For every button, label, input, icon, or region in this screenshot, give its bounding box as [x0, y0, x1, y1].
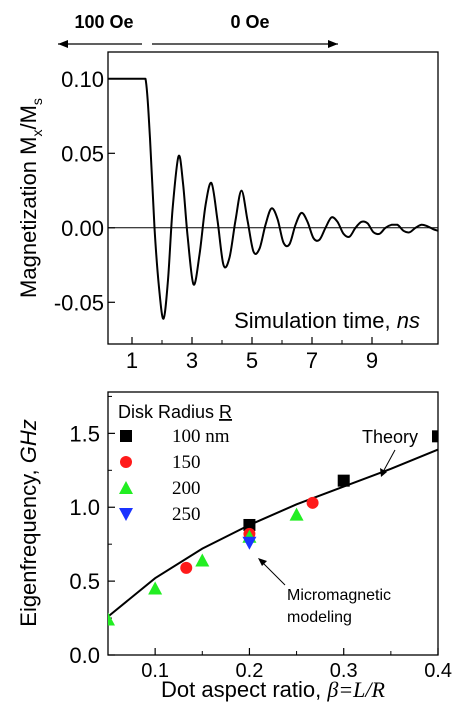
- x-tick-label-a-3: 7: [306, 348, 318, 373]
- data-point-triangle-down-0: [242, 536, 257, 550]
- y-tick-label-a-2: 0.00: [61, 216, 104, 241]
- y-tick-label-b-2: 1.0: [69, 495, 100, 520]
- field-label-right: 0 Oe: [230, 12, 269, 32]
- data-point-square-0: [243, 518, 256, 531]
- x-tick-label-a-1: 3: [186, 348, 198, 373]
- x-tick-label-a-2: 5: [246, 348, 258, 373]
- chart-magnetization: 100 Oe 0 Oe 0.10 0.05 0.00 -0.05 1 3 5 7 9 Simu…: [16, 12, 439, 373]
- x-tick-label-a-0: 1: [126, 348, 138, 373]
- modeling-label-line1: Micromagnetic: [287, 587, 391, 604]
- legend: Disk Radius R 100 nm 150 200 250: [118, 402, 232, 525]
- x-tick-label-a-4: 9: [366, 348, 378, 373]
- data-point-group: [108, 430, 438, 626]
- modeling-label-line2: modeling: [287, 609, 352, 626]
- field-label-left: 100 Oe: [74, 12, 133, 32]
- legend-label-0: 100 nm: [172, 426, 230, 447]
- x-axis-label-a: Simulation time, ns: [234, 308, 420, 333]
- y-tick-label-a-0: 0.10: [61, 67, 104, 92]
- y-tick-label-a-3: -0.05: [54, 290, 104, 315]
- legend-marker-1: [120, 456, 132, 468]
- field-annotation: 100 Oe 0 Oe: [58, 12, 338, 48]
- y-tick-label-b-1: 0.5: [69, 569, 100, 594]
- data-point-triangle-up-1: [148, 581, 163, 595]
- plot-frame-a: [107, 51, 439, 345]
- field-arrow-right-head: [328, 40, 338, 48]
- modeling-arrow-line: [261, 561, 286, 586]
- modeling-arrow-head: [258, 558, 267, 566]
- chart-eigenfrequency: 0.0 0.5 1.0 1.5 0.1 0.2 0.3 0.4 Theory Microma…: [16, 391, 452, 702]
- x-axis-label-b: Dot aspect ratio, β=L/R: [161, 677, 385, 702]
- legend-items: 100 nm 150 200 250: [119, 426, 230, 525]
- legend-marker-0: [120, 430, 132, 442]
- theory-label: Theory: [362, 427, 418, 447]
- y-axis-ticks-b: 0.0 0.5 1.0 1.5: [69, 395, 115, 668]
- data-point-circle-0: [180, 561, 193, 574]
- data-point-triangle-up-0: [108, 612, 115, 626]
- y-axis-label-b: Eigenfrequency, GHz: [16, 419, 41, 626]
- legend-label-2: 200: [172, 478, 201, 499]
- plot-frame-b: [107, 391, 439, 656]
- data-point-circle-2: [306, 496, 319, 509]
- y-axis-label-a: Magnetization Mx/Ms: [16, 98, 45, 298]
- legend-title: Disk Radius R: [118, 402, 232, 422]
- data-point-square-1: [337, 474, 350, 487]
- data-points: [108, 430, 438, 626]
- legend-marker-3: [119, 508, 133, 521]
- x-tick-label-b-3: 0.4: [424, 660, 452, 682]
- theory-arrow-line: [382, 449, 396, 473]
- y-tick-label-a-1: 0.05: [61, 141, 104, 166]
- field-arrow-left-head: [58, 40, 68, 48]
- data-point-square-2: [432, 430, 438, 443]
- theory-arrow-head: [380, 468, 387, 477]
- x-tick-label-b-0: 0.1: [141, 660, 169, 682]
- legend-label-3: 250: [172, 504, 201, 525]
- x-tick-label-b-1: 0.2: [236, 660, 264, 682]
- legend-marker-2: [119, 481, 133, 494]
- data-point-triangle-up-2: [195, 553, 210, 567]
- y-tick-label-b-0: 0.0: [69, 643, 100, 668]
- magnetization-curve: [108, 77, 439, 320]
- y-axis-ticks-a: 0.10 0.05 0.00 -0.05: [54, 67, 115, 315]
- data-point-triangle-up-4: [289, 507, 304, 521]
- x-tick-label-b-2: 0.3: [330, 660, 358, 682]
- y-tick-label-b-3: 1.5: [69, 421, 100, 446]
- legend-label-1: 150: [172, 452, 201, 473]
- x-axis-ticks-a: 1 3 5 7 9: [126, 337, 403, 373]
- x-axis-ticks-b: 0.1 0.2 0.3 0.4: [141, 648, 452, 682]
